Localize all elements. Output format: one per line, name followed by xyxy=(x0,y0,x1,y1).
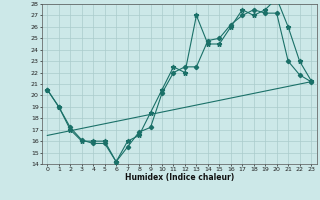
X-axis label: Humidex (Indice chaleur): Humidex (Indice chaleur) xyxy=(124,173,234,182)
